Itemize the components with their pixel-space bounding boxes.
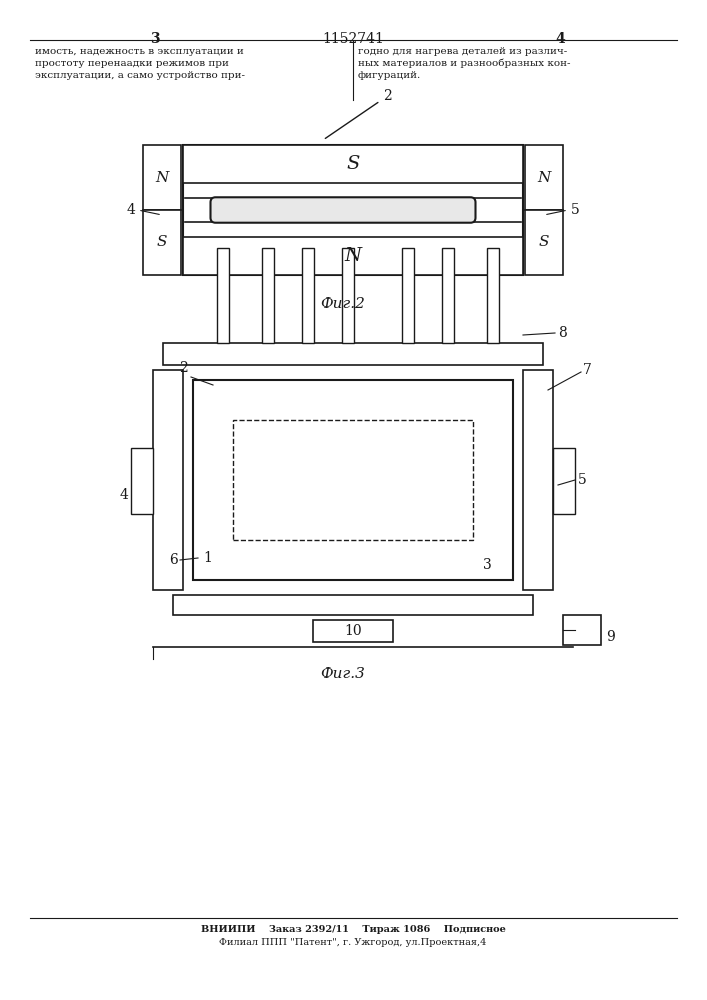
Text: 4: 4 [119, 488, 128, 502]
Bar [487, 248, 499, 343]
Bar [262, 248, 274, 343]
Bar [563, 615, 601, 645]
Text: Фиг.3: Фиг.3 [320, 667, 366, 681]
Text: 5: 5 [571, 203, 580, 217]
Text: 4: 4 [555, 32, 565, 46]
Text: 6: 6 [169, 553, 178, 567]
Text: N: N [156, 170, 169, 184]
Bar [525, 210, 563, 275]
Bar [402, 248, 414, 343]
Text: 8: 8 [558, 326, 567, 340]
Bar [442, 248, 454, 343]
Text: 7: 7 [583, 363, 592, 377]
Bar [131, 448, 153, 514]
Text: 5: 5 [578, 473, 587, 487]
Bar [553, 448, 575, 514]
Bar [525, 145, 563, 210]
Text: годно для нагрева деталей из различ-
ных материалов и разнообразных кон-
фигурац: годно для нагрева деталей из различ- ных… [358, 47, 571, 80]
FancyBboxPatch shape [211, 197, 476, 223]
Text: N: N [537, 170, 551, 184]
Text: Фиг.2: Фиг.2 [320, 297, 366, 311]
Bar [173, 595, 533, 615]
Text: N: N [344, 247, 361, 265]
Bar [183, 237, 523, 275]
Text: S: S [539, 235, 549, 249]
Bar [183, 145, 523, 275]
Bar [143, 145, 181, 210]
Bar [233, 420, 473, 540]
Text: 3: 3 [150, 32, 160, 46]
Bar [163, 343, 543, 365]
Bar [313, 620, 393, 642]
Bar [523, 370, 553, 590]
Bar [183, 145, 523, 183]
Text: 4: 4 [126, 203, 135, 217]
Text: 2: 2 [325, 89, 392, 138]
Text: S: S [346, 155, 360, 173]
Bar [342, 248, 354, 343]
Text: 10: 10 [344, 624, 362, 638]
Text: 3: 3 [483, 558, 492, 572]
Text: 1152741: 1152741 [322, 32, 384, 46]
Bar [153, 370, 183, 590]
Text: 1: 1 [203, 551, 212, 565]
Text: ВНИИПИ    Заказ 2392/11    Тираж 1086    Подписное: ВНИИПИ Заказ 2392/11 Тираж 1086 Подписно… [201, 925, 506, 934]
Text: S: S [157, 235, 168, 249]
Bar [302, 248, 314, 343]
Bar [217, 248, 229, 343]
Bar [143, 210, 181, 275]
Text: 9: 9 [606, 630, 615, 644]
Text: имость, надежность в эксплуатации и
простоту перенаадки режимов при
эксплуатации: имость, надежность в эксплуатации и прос… [35, 47, 245, 80]
Text: 2: 2 [180, 361, 188, 375]
Text: Филиал ППП "Патент", г. Ужгород, ул.Проектная,4: Филиал ППП "Патент", г. Ужгород, ул.Прое… [219, 938, 486, 947]
Bar [193, 380, 513, 580]
